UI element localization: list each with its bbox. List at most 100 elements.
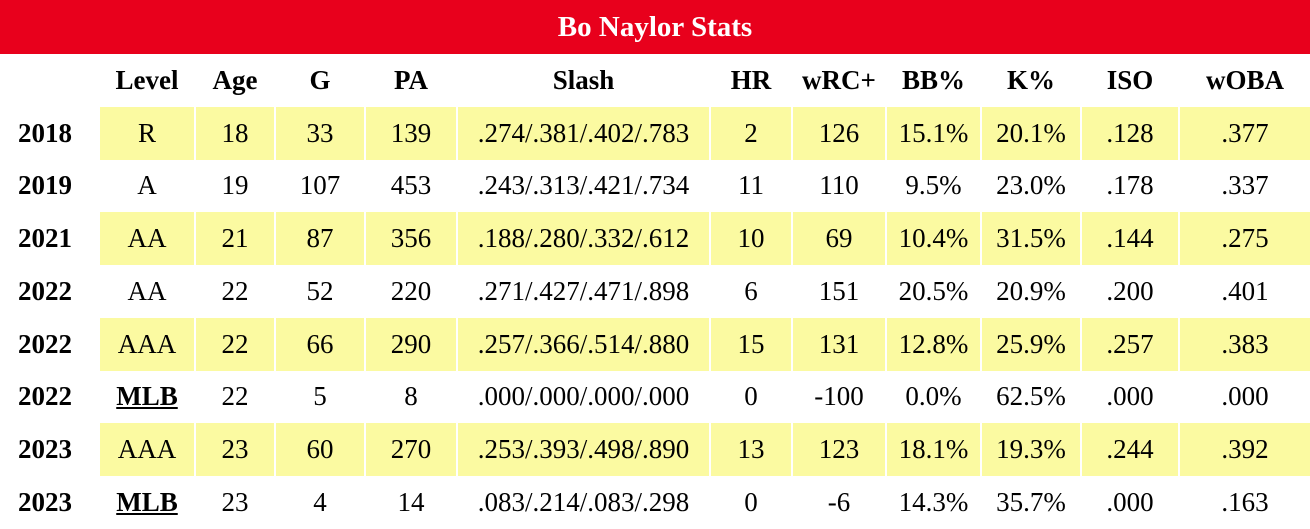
col-header-age: Age (194, 54, 276, 107)
hr-cell: 15 (709, 317, 793, 371)
slash-cell: .243/.313/.421/.734 (456, 159, 711, 213)
k-cell: 25.9% (980, 317, 1082, 371)
iso-cell: .000 (1080, 370, 1180, 424)
table-row: 2021 AA 21 87 356.188/.280/.332/.612 10 69 10.4… (0, 212, 1310, 265)
hr-cell: 10 (709, 212, 793, 265)
bb-cell: 10.4% (885, 212, 982, 265)
wrc-cell: 131 (791, 317, 887, 371)
iso-cell: .144 (1080, 212, 1180, 265)
slash-cell: .271/.427/.471/.898 (456, 265, 711, 318)
iso-cell: .244 (1080, 423, 1180, 476)
iso-cell: .000 (1080, 476, 1180, 529)
year-cell: 2023 (0, 423, 100, 476)
level-cell: AAA (98, 317, 196, 371)
k-cell: 19.3% (980, 423, 1082, 476)
col-header-bb: BB% (885, 54, 982, 107)
table-row: 2022 AA 22 52 220.271/.427/.471/.898 6 151 20.5… (0, 265, 1310, 318)
games-cell: 87 (274, 212, 366, 265)
table-row: 2022 MLB 22 5 8.000/.000/.000/.000 0 -100 0.0% 6… (0, 370, 1310, 424)
slash-cell: .253/.393/.498/.890 (456, 423, 711, 476)
col-header-pa: PA (364, 54, 458, 107)
pa-cell: 220 (364, 265, 458, 318)
iso-cell: .257 (1080, 317, 1180, 371)
table-body: 2018 R 18 33 139.274/.381/.402/.783 2 126 15.1%… (0, 106, 1310, 529)
pa-cell: 270 (364, 423, 458, 476)
wrc-cell: 69 (791, 212, 887, 265)
bb-cell: 0.0% (885, 370, 982, 424)
table-row: 2023 AAA 23 60 270.253/.393/.498/.890 13 123 18… (0, 423, 1310, 476)
col-header-hr: HR (709, 54, 793, 107)
woba-cell: .163 (1178, 476, 1310, 529)
iso-cell: .128 (1080, 106, 1180, 160)
age-cell: 21 (194, 212, 276, 265)
k-cell: 20.1% (980, 106, 1082, 160)
col-header-woba: wOBA (1178, 54, 1310, 107)
level-cell: R (98, 106, 196, 160)
games-cell: 33 (274, 106, 366, 160)
pa-cell: 14 (364, 476, 458, 529)
year-cell: 2018 (0, 106, 100, 160)
stats-table: Level Age G PA Slash HR wRC+ BB% K% ISO … (0, 54, 1310, 529)
age-cell: 22 (194, 317, 276, 371)
iso-cell: .178 (1080, 159, 1180, 213)
level-cell: A (98, 159, 196, 213)
pa-cell: 8 (364, 370, 458, 424)
woba-cell: .383 (1178, 317, 1310, 371)
slash-cell: .274/.381/.402/.783 (456, 106, 711, 160)
wrc-cell: 126 (791, 106, 887, 160)
hr-cell: 2 (709, 106, 793, 160)
year-cell: 2022 (0, 317, 100, 371)
pa-cell: 290 (364, 317, 458, 371)
games-cell: 60 (274, 423, 366, 476)
k-cell: 62.5% (980, 370, 1082, 424)
games-cell: 52 (274, 265, 366, 318)
col-header-wrc: wRC+ (791, 54, 887, 107)
col-header-k: K% (980, 54, 1082, 107)
col-header-level: Level (98, 54, 196, 107)
year-cell: 2021 (0, 212, 100, 265)
hr-cell: 13 (709, 423, 793, 476)
wrc-cell: 151 (791, 265, 887, 318)
slash-cell: .188/.280/.332/.612 (456, 212, 711, 265)
age-cell: 23 (194, 476, 276, 529)
pa-cell: 356 (364, 212, 458, 265)
col-header-iso: ISO (1080, 54, 1180, 107)
games-cell: 4 (274, 476, 366, 529)
level-cell: MLB (98, 370, 196, 424)
games-cell: 66 (274, 317, 366, 371)
bb-cell: 15.1% (885, 106, 982, 160)
table-row: 2022 AAA 22 66 290.257/.366/.514/.880 15 131 12… (0, 317, 1310, 371)
wrc-cell: -100 (791, 370, 887, 424)
hr-cell: 6 (709, 265, 793, 318)
k-cell: 31.5% (980, 212, 1082, 265)
iso-cell: .200 (1080, 265, 1180, 318)
level-cell: MLB (98, 476, 196, 529)
wrc-cell: 123 (791, 423, 887, 476)
k-cell: 35.7% (980, 476, 1082, 529)
col-header-year (0, 54, 100, 107)
table-row: 2019 A 19 107 453.243/.313/.421/.734 11 110 9.5… (0, 159, 1310, 213)
age-cell: 18 (194, 106, 276, 160)
pa-cell: 453 (364, 159, 458, 213)
age-cell: 22 (194, 265, 276, 318)
hr-cell: 0 (709, 476, 793, 529)
age-cell: 19 (194, 159, 276, 213)
table-row: 2023 MLB 23 4 14.083/.214/.083/.298 0 -6 14.3% 3… (0, 476, 1310, 529)
table-title: Bo Naylor Stats (0, 0, 1310, 54)
bb-cell: 20.5% (885, 265, 982, 318)
header-row: Level Age G PA Slash HR wRC+ BB% K% ISO … (0, 54, 1310, 107)
bb-cell: 14.3% (885, 476, 982, 529)
age-cell: 23 (194, 423, 276, 476)
level-cell: AAA (98, 423, 196, 476)
woba-cell: .401 (1178, 265, 1310, 318)
wrc-cell: 110 (791, 159, 887, 213)
k-cell: 20.9% (980, 265, 1082, 318)
woba-cell: .392 (1178, 423, 1310, 476)
games-cell: 107 (274, 159, 366, 213)
year-cell: 2022 (0, 265, 100, 318)
pa-cell: 139 (364, 106, 458, 160)
year-cell: 2019 (0, 159, 100, 213)
hr-cell: 11 (709, 159, 793, 213)
games-cell: 5 (274, 370, 366, 424)
